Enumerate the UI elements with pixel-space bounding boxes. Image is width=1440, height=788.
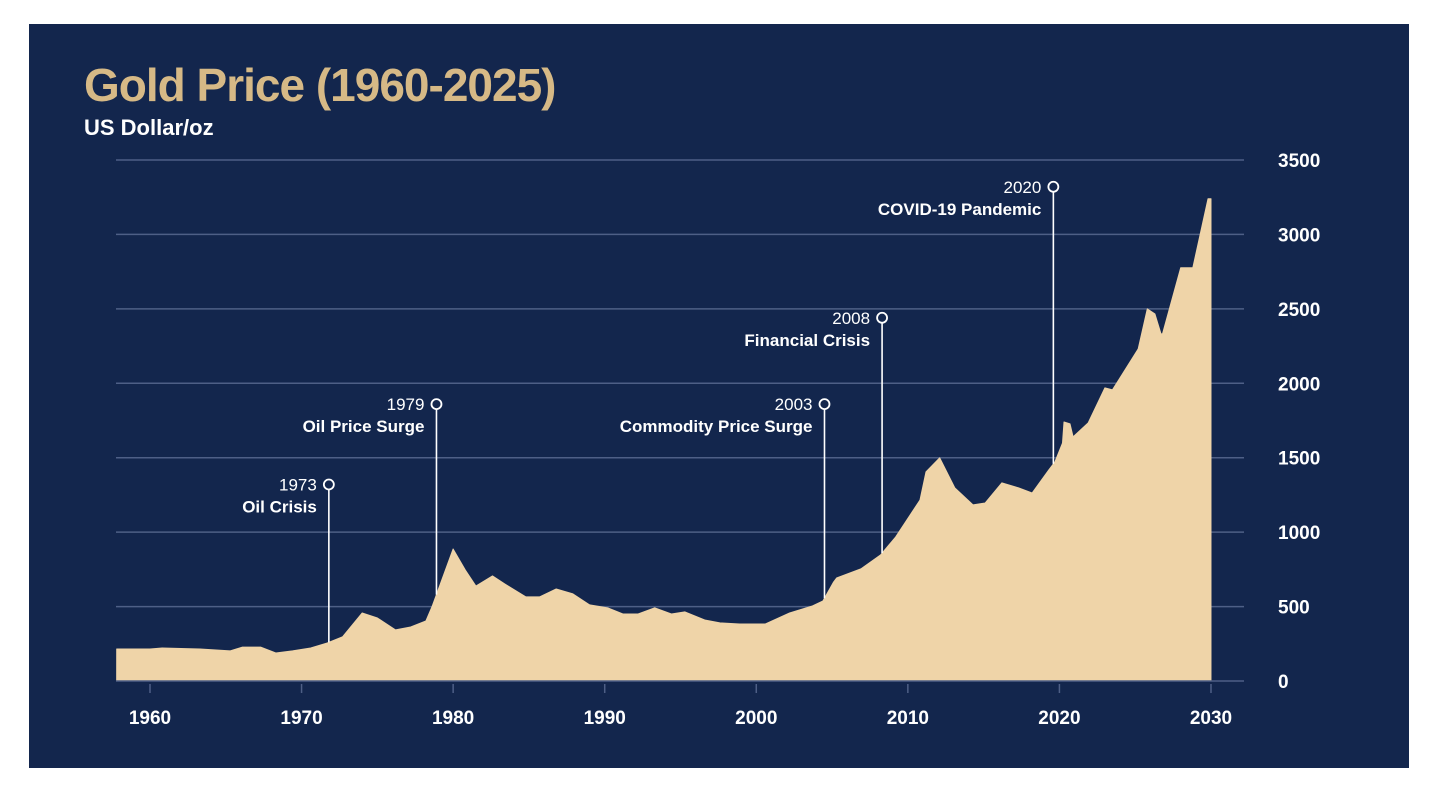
- y-tick-label: 0: [1278, 672, 1289, 693]
- annotation-label: Oil Crisis: [242, 498, 317, 517]
- x-tick-label: 2010: [887, 708, 929, 729]
- x-tick-label: 2000: [735, 708, 777, 729]
- annotation-label: COVID-19 Pandemic: [878, 200, 1041, 219]
- annotation: 2008 Financial Crisis: [744, 309, 888, 554]
- chart-subtitle: US Dollar/oz: [84, 115, 214, 140]
- x-axis: 1960 1970 1980 1990 2000 2010 2020 2030: [116, 680, 1244, 729]
- y-tick-label: 2500: [1278, 300, 1320, 321]
- x-tick-label: 1980: [432, 708, 474, 729]
- annotation-marker: [322, 478, 335, 491]
- area-layer: [116, 198, 1212, 682]
- annotation: 2020 COVID-19 Pandemic: [878, 178, 1060, 464]
- annotation: 1973 Oil Crisis: [242, 476, 335, 643]
- annotation-year: 1973: [279, 476, 317, 495]
- y-tick-label: 3500: [1278, 151, 1320, 172]
- y-tick-label: 1000: [1278, 523, 1320, 544]
- annotation-year: 2008: [832, 309, 870, 328]
- annotation-marker: [1047, 180, 1060, 193]
- y-tick-label: 500: [1278, 598, 1310, 619]
- annotation-year: 2020: [1004, 178, 1042, 197]
- annotation-marker: [818, 398, 831, 411]
- x-tick-label: 2030: [1190, 708, 1232, 729]
- chart-title: Gold Price (1960-2025): [84, 59, 556, 111]
- y-tick-label: 3000: [1278, 225, 1320, 246]
- x-tick-label: 2020: [1038, 708, 1080, 729]
- x-tick-label: 1990: [584, 708, 626, 729]
- gold-price-area: [116, 198, 1212, 682]
- y-tick-label: 2000: [1278, 374, 1320, 395]
- x-tick-label: 1970: [280, 708, 322, 729]
- annotation-marker: [876, 311, 888, 324]
- annotation: 2003 Commodity Price Surge: [620, 395, 831, 599]
- annotation: 1979 Oil Price Surge: [303, 395, 443, 595]
- annotation-marker: [430, 398, 443, 411]
- annotation-label: Commodity Price Surge: [620, 417, 813, 436]
- annotation-year: 2003: [775, 395, 813, 414]
- y-axis: 0 500 1000 1500 2000 2500 3000 3500: [1278, 151, 1320, 693]
- annotation-year: 1979: [387, 395, 425, 414]
- x-tick-label: 1960: [129, 708, 171, 729]
- annotation-label: Financial Crisis: [744, 331, 870, 350]
- annotation-label: Oil Price Surge: [303, 417, 425, 436]
- annotations: 1973 Oil Crisis 1979 Oil Price Surge 2003 Com…: [242, 178, 1060, 643]
- y-tick-label: 1500: [1278, 449, 1320, 470]
